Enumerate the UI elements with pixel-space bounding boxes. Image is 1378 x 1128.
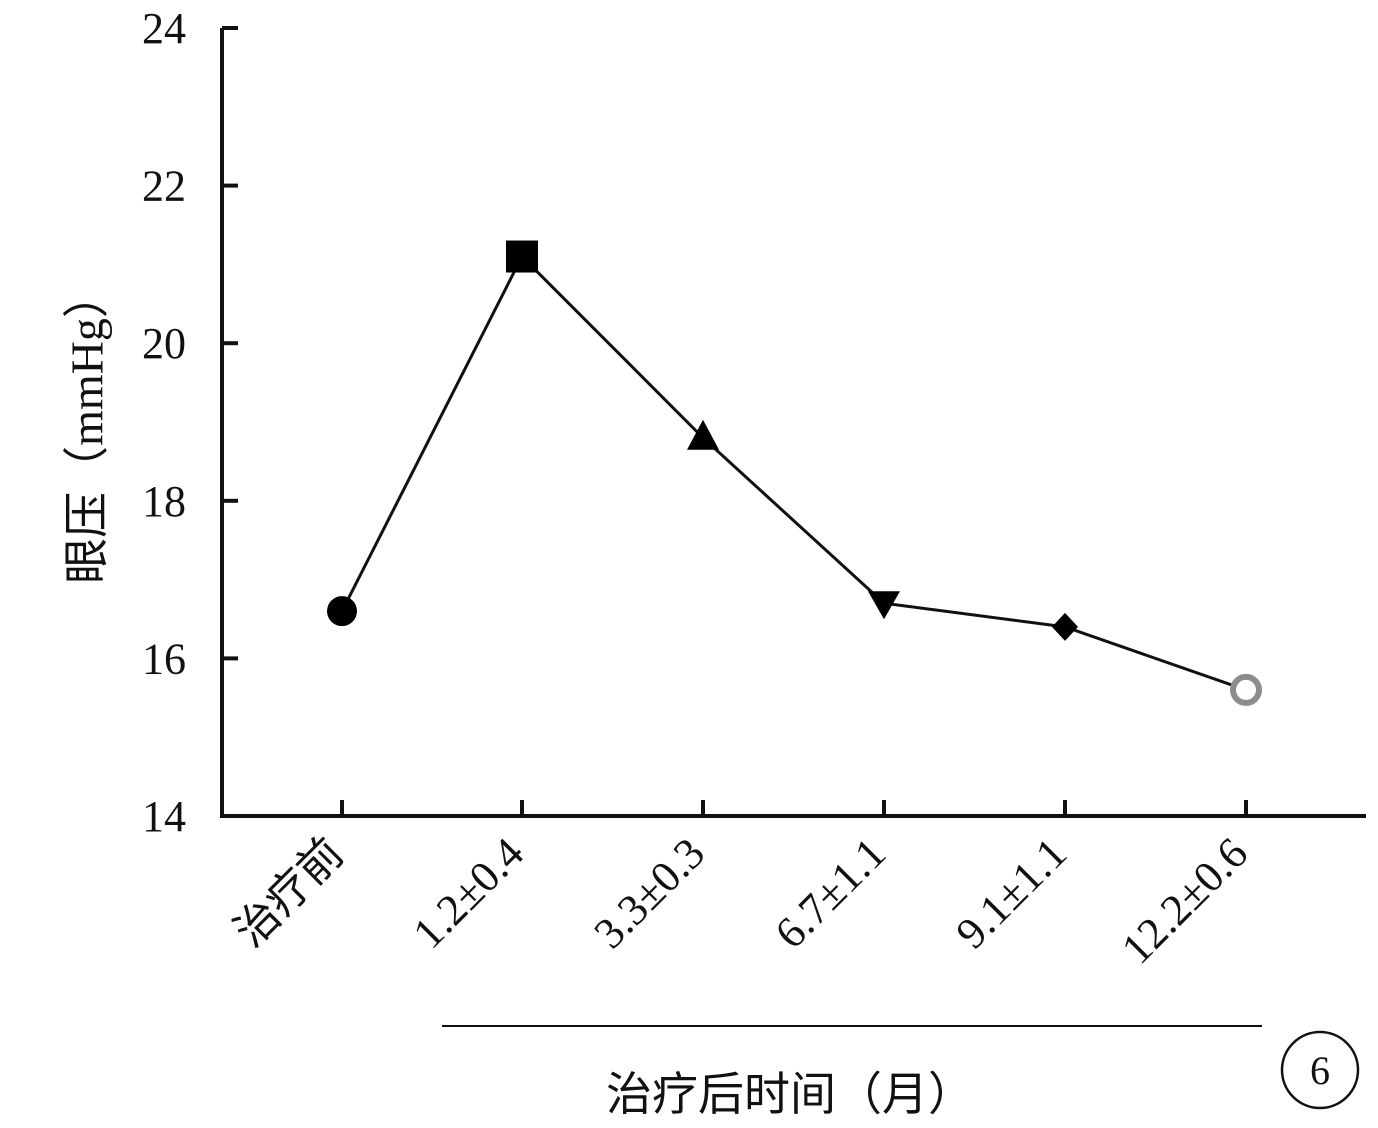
panel-label-badge: 6: [1280, 1030, 1360, 1110]
data-point-5: [1230, 673, 1262, 706]
x-axis-ticks: 治疗前 1.2±0.4 3.3±0.3 6.7±1.1 9.1±1.1 12.2±0.6: [225, 800, 1257, 973]
data-point-2: [687, 419, 719, 450]
series-line: [340, 253, 1247, 692]
x-tick-label-0: 治疗前: [225, 828, 353, 956]
data-point-3: [868, 591, 900, 620]
y-tick-label-16: 16: [142, 634, 186, 683]
y-axis-ticks: 14 16 18 20 22 24: [142, 4, 238, 841]
data-point-4: [1052, 612, 1078, 641]
panel-label-circle: [1280, 1030, 1360, 1110]
panel-label-text: 6: [1310, 1048, 1330, 1093]
x-tick-label-1: 1.2±0.4: [404, 828, 534, 958]
x-tick-label-2: 3.3±0.3: [585, 828, 715, 958]
data-point-1: [506, 240, 538, 273]
y-tick-label-14: 14: [142, 792, 186, 841]
x-tick-label-3: 6.7±1.1: [766, 828, 896, 958]
y-tick-label-20: 20: [142, 319, 186, 368]
y-tick-label-22: 22: [142, 162, 186, 211]
y-tick-label-18: 18: [142, 477, 186, 526]
y-tick-label-24: 24: [142, 4, 186, 53]
series-group: [327, 240, 1262, 706]
x-tick-label-4: 9.1±1.1: [947, 828, 1077, 958]
data-point-0: [327, 596, 357, 627]
axes: [220, 28, 1366, 818]
x-tick-label-5: 12.2±0.6: [1112, 828, 1257, 973]
y-axis-title: 眼压（mmHg）: [62, 272, 113, 584]
x-axis-title: 治疗后时间（月）: [606, 1069, 974, 1120]
